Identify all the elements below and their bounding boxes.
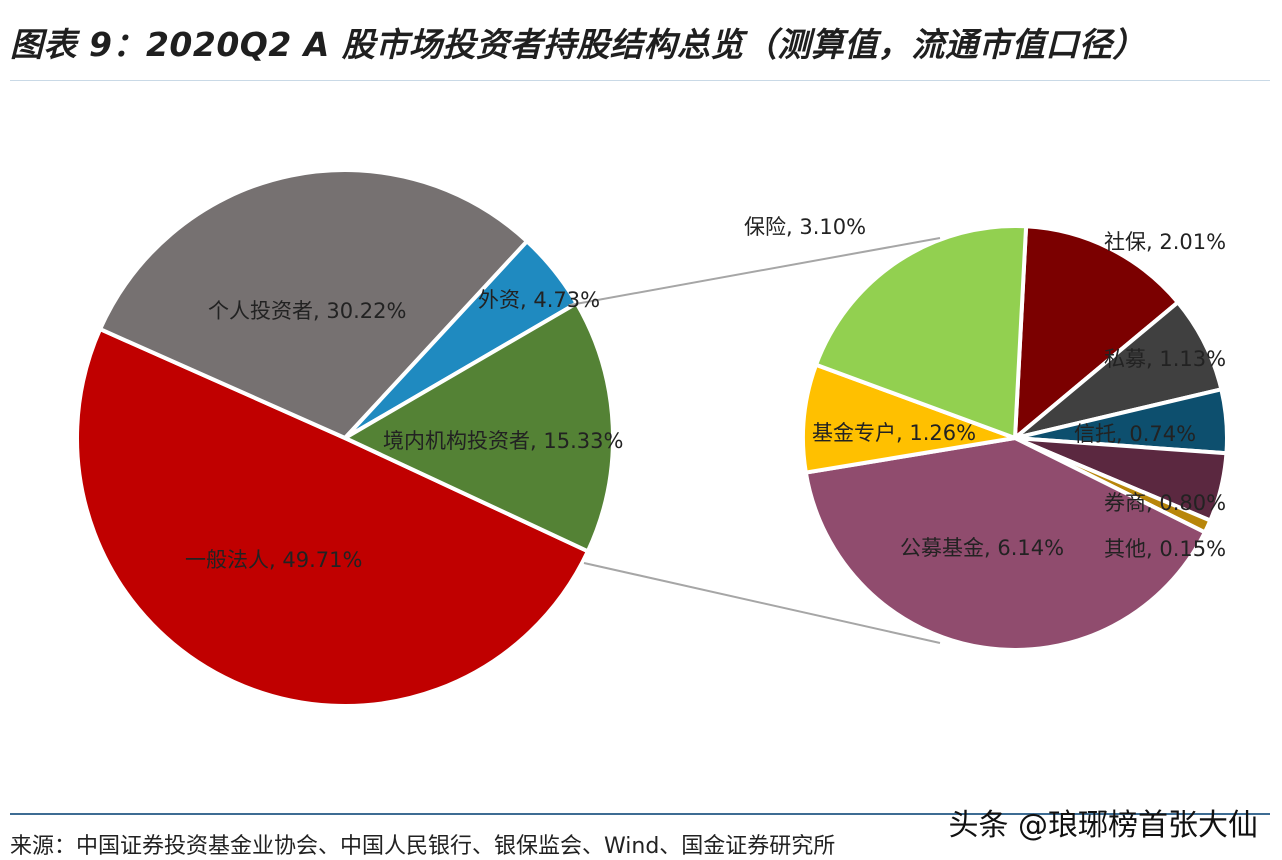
sub-pie-label-6: 基金专户, 1.26% [812,421,976,445]
sub-pie-slice-6 [801,362,1023,475]
title-divider [10,80,1270,81]
sub-pie [801,224,1229,652]
footer-divider [10,813,1270,815]
chart-title: 图表 9：2020Q2 A 股市场投资者持股结构总览（测算值，流通市值口径） [10,25,1146,64]
source-note: 来源：中国证券投资基金业协会、中国人民银行、银保监会、Wind、国金证券研究所 [10,834,836,859]
sub-pie-label-3: 券商, 0.80% [1104,491,1226,515]
sub-pie-slice-7 [813,224,1029,441]
main-pie-label-1: 个人投资者, 30.22% [208,299,406,323]
main-pie-slice-0 [75,326,591,708]
main-pie-slice-3 [340,300,615,554]
sub-pie-label-7: 保险, 3.10% [744,215,866,239]
watermark: 头条 @琅琊榜首张大仙 [948,808,1258,843]
slice-labels: 一般法人, 49.71% 个人投资者, 30.22% 外资, 4.73% 境内机构投资… [185,215,1226,572]
sub-pie-label-5: 公募基金, 6.14% [900,536,1064,560]
sub-pie-label-4: 其他, 0.15% [1104,537,1226,561]
sub-pie-slice-5 [803,435,1208,652]
main-pie [75,168,615,708]
main-pie-label-3: 境内机构投资者, 15.33% [383,429,623,453]
sub-pie-slice-0 [1012,224,1181,443]
sub-pie-label-1: 私募, 1.13% [1104,347,1226,371]
main-pie-label-2: 外资, 4.73% [478,288,600,312]
main-pie-slice-1 [97,168,530,441]
main-pie-label-0: 一般法人, 49.71% [185,548,362,572]
connector-line-bottom [583,562,941,644]
sub-pie-label-0: 社保, 2.01% [1104,230,1226,254]
sub-pie-label-2: 信托, 0.74% [1074,422,1196,446]
connector-line-top [568,237,941,307]
